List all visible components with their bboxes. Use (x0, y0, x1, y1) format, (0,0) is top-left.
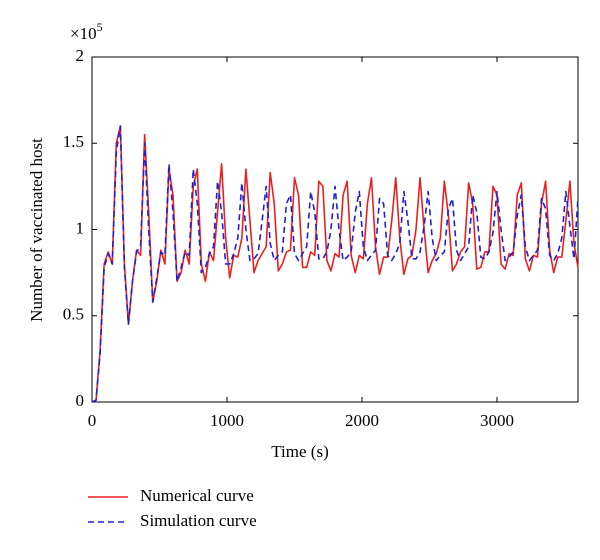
series-line (91, 125, 579, 403)
y-tick-label: 1.5 (63, 132, 84, 151)
series-line (91, 125, 579, 403)
x-axis-label: Time (s) (271, 442, 328, 461)
y-tick-label: 1 (76, 218, 85, 237)
plot-frame (91, 56, 579, 403)
legend-label: Simulation curve (140, 511, 257, 530)
x-tick-label: 1000 (210, 411, 244, 430)
multiplier-base: ×10 (70, 24, 97, 43)
y-tick-label: 0.5 (63, 305, 84, 324)
y-axis-multiplier: ×105 (70, 20, 103, 43)
x-tick-label: 2000 (345, 411, 379, 430)
legend-label: Numerical curve (140, 486, 254, 505)
x-tick-label: 0 (88, 411, 97, 430)
y-tick-label: 2 (76, 46, 85, 65)
multiplier-exponent: 5 (97, 20, 103, 34)
x-tick-label: 3000 (480, 411, 514, 430)
y-axis-label: Number of vaccinated host (27, 138, 46, 322)
y-tick-label: 0 (76, 391, 85, 410)
